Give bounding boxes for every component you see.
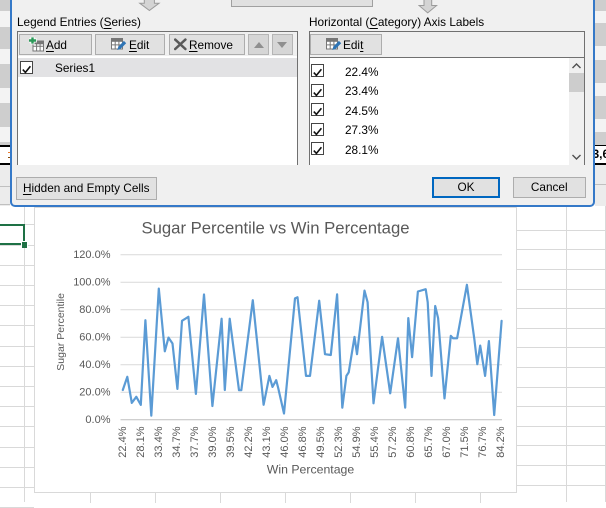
svg-text:54.9%: 54.9% xyxy=(351,426,363,457)
svg-text:67.0%: 67.0% xyxy=(441,426,453,457)
svg-text:84.2%: 84.2% xyxy=(495,426,507,457)
svg-text:40.0%: 40.0% xyxy=(79,359,110,371)
svg-text:37.7%: 37.7% xyxy=(189,426,201,457)
svg-text:33.4%: 33.4% xyxy=(153,426,165,457)
svg-text:52.3%: 52.3% xyxy=(333,426,345,457)
svg-text:Win Percentage: Win Percentage xyxy=(266,462,354,476)
svg-text:71.5%: 71.5% xyxy=(459,426,471,457)
svg-text:Sugar Percentile: Sugar Percentile xyxy=(55,292,67,370)
svg-text:55.4%: 55.4% xyxy=(369,426,381,457)
svg-text:76.7%: 76.7% xyxy=(477,426,489,457)
svg-text:65.7%: 65.7% xyxy=(423,426,435,457)
svg-text:Sugar Percentile vs Win Percen: Sugar Percentile vs Win Percentage xyxy=(141,218,409,237)
svg-text:20.0%: 20.0% xyxy=(79,386,110,398)
svg-text:22.4%: 22.4% xyxy=(117,426,129,457)
svg-text:60.0%: 60.0% xyxy=(79,331,110,343)
svg-text:120.0%: 120.0% xyxy=(73,249,111,261)
svg-text:46.0%: 46.0% xyxy=(279,426,291,457)
svg-text:43.1%: 43.1% xyxy=(261,426,273,457)
svg-text:34.7%: 34.7% xyxy=(171,426,183,457)
svg-text:39.0%: 39.0% xyxy=(207,426,219,457)
svg-text:49.5%: 49.5% xyxy=(315,426,327,457)
svg-text:0.0%: 0.0% xyxy=(85,414,110,426)
svg-text:80.0%: 80.0% xyxy=(79,304,110,316)
svg-text:60.8%: 60.8% xyxy=(405,426,417,457)
svg-text:39.5%: 39.5% xyxy=(225,426,237,457)
svg-text:100.0%: 100.0% xyxy=(73,276,111,288)
svg-text:57.2%: 57.2% xyxy=(387,426,399,457)
svg-text:28.1%: 28.1% xyxy=(135,426,147,457)
svg-text:46.8%: 46.8% xyxy=(297,426,309,457)
svg-text:42.2%: 42.2% xyxy=(243,426,255,457)
